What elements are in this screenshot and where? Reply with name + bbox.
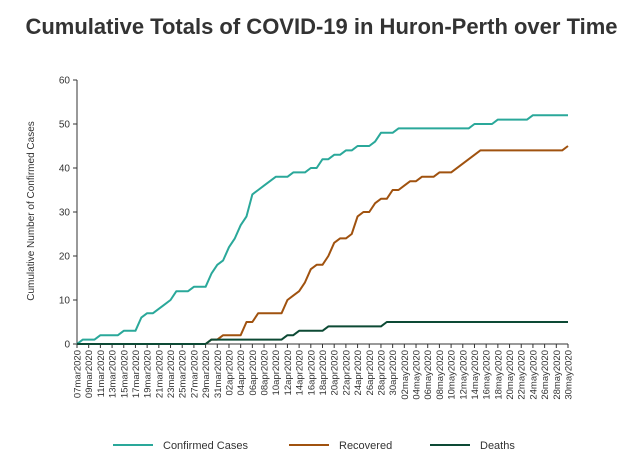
x-tick-label: 31mar2020 (213, 350, 224, 398)
series-line-recovered (77, 145, 569, 345)
x-tick-label: 24apr2020 (353, 350, 364, 395)
y-tick-label: 60 (59, 76, 71, 87)
y-tick-label: 50 (59, 120, 71, 131)
y-tick-label: 30 (59, 208, 71, 219)
x-tick-label: 18apr2020 (318, 350, 329, 395)
y-tick-label: 40 (59, 164, 71, 175)
x-tick-label: 20may2020 (505, 350, 516, 400)
legend-label: Deaths (480, 440, 515, 452)
y-tick-label: 10 (59, 296, 71, 307)
x-tick-label: 04apr2020 (236, 350, 247, 395)
x-tick-label: 10apr2020 (271, 350, 282, 395)
x-tick-label: 23mar2020 (166, 350, 177, 398)
x-tick-label: 22may2020 (517, 350, 528, 400)
x-tick-label: 21mar2020 (154, 350, 165, 398)
legend: Confirmed Cases Recovered Deaths (113, 440, 515, 452)
y-axis: 0 10 20 30 40 50 60 (59, 76, 78, 351)
x-tick-label: 26apr2020 (365, 350, 376, 395)
x-tick-label: 24may2020 (528, 350, 539, 400)
x-tick-label: 27mar2020 (189, 350, 200, 398)
x-tick-label: 08may2020 (435, 350, 446, 400)
x-tick-label: 07mar2020 (73, 350, 84, 398)
x-tick-label: 22apr2020 (341, 350, 352, 395)
x-tick-label: 02apr2020 (224, 350, 235, 395)
x-tick-label: 16may2020 (482, 350, 493, 400)
x-tick-label: 26may2020 (540, 350, 551, 400)
y-tick-label: 0 (64, 340, 70, 351)
x-tick-label: 11mar2020 (96, 350, 107, 397)
x-tick-label: 12may2020 (458, 350, 469, 400)
y-tick-label: 20 (59, 252, 71, 263)
x-tick-label: 25mar2020 (178, 350, 189, 398)
legend-label: Confirmed Cases (163, 440, 248, 452)
x-tick-label: 06may2020 (423, 350, 434, 400)
x-tick-label: 20apr2020 (330, 350, 341, 395)
series-lines (76, 114, 569, 345)
x-tick-label: 10may2020 (447, 350, 458, 400)
legend-label: Recovered (339, 440, 392, 452)
x-tick-label: 18may2020 (493, 350, 504, 400)
x-tick-label: 30may2020 (564, 350, 575, 400)
x-tick-label: 15mar2020 (119, 350, 130, 398)
x-tick-label: 04may2020 (412, 350, 423, 400)
x-tick-label: 14may2020 (470, 350, 481, 400)
x-tick-label: 08apr2020 (260, 350, 271, 395)
y-axis-label: Cumulative Number of Confirmed Cases (26, 121, 37, 301)
series-line-deaths (77, 321, 568, 345)
x-tick-label: 12apr2020 (283, 350, 294, 395)
x-tick-label: 09mar2020 (84, 350, 95, 398)
x-tick-label: 28apr2020 (376, 350, 387, 395)
x-tick-label: 06apr2020 (248, 350, 259, 395)
x-tick-label: 19mar2020 (143, 350, 154, 398)
x-tick-label: 02may2020 (400, 350, 411, 400)
x-tick-label: 16apr2020 (306, 350, 317, 395)
x-tick-label: 30apr2020 (388, 350, 399, 395)
x-tick-label: 13mar2020 (108, 350, 119, 398)
x-tick-label: 29mar2020 (201, 350, 212, 398)
x-tick-label: 28may2020 (552, 350, 563, 400)
series-line-confirmed-cases (76, 114, 568, 345)
x-axis: 07mar2020 09mar2020 11mar2020 13mar2020 15ma… (73, 343, 575, 400)
x-tick-label: 14apr2020 (295, 350, 306, 395)
chart-title: Cumulative Totals of COVID-19 in Huron-P… (25, 14, 618, 39)
x-tick-label: 17mar2020 (131, 350, 142, 398)
